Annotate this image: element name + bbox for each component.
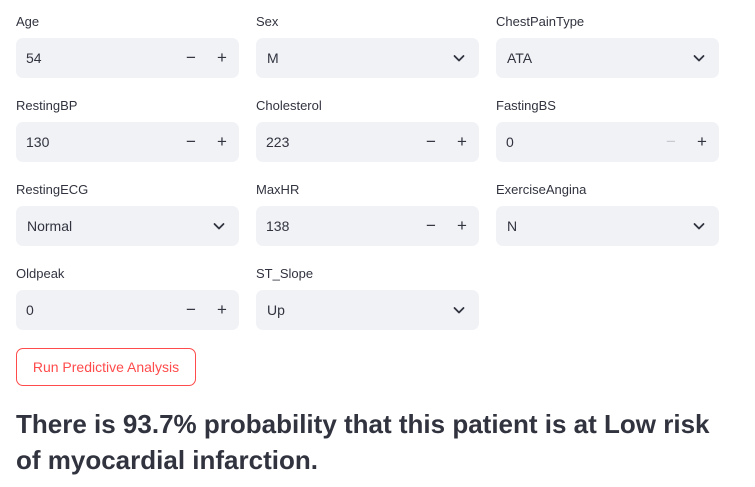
cholesterol-input[interactable]: 223 − + — [256, 122, 479, 162]
exercise-angina-field: ExerciseAngina N — [496, 168, 719, 252]
run-predictive-analysis-button[interactable]: Run Predictive Analysis — [16, 348, 196, 386]
form-row-4: Oldpeak 0 − + ST_Slope Up — [16, 252, 720, 336]
sex-field: Sex M — [256, 0, 479, 84]
resting-ecg-field: RestingECG Normal — [16, 168, 239, 252]
form-row-2: RestingBP 130 − + Cholesterol 223 − + Fa… — [16, 84, 720, 168]
resting-ecg-label: RestingECG — [16, 182, 89, 197]
chevron-down-icon[interactable] — [453, 304, 465, 316]
max-hr-input[interactable]: 138 − + — [256, 206, 479, 246]
form-row-1: Age 54 − + Sex M ChestPainType ATA — [16, 0, 720, 84]
age-value[interactable]: 54 — [26, 50, 42, 66]
chest-pain-type-value: ATA — [507, 50, 533, 66]
cholesterol-increment-button[interactable]: + — [457, 132, 467, 151]
oldpeak-field: Oldpeak 0 − + — [16, 252, 239, 336]
prediction-result-text: There is 93.7% probability that this pat… — [16, 409, 710, 475]
max-hr-decrement-button[interactable]: − — [426, 216, 436, 235]
age-input[interactable]: 54 − + — [16, 38, 239, 78]
sex-value: M — [267, 50, 279, 66]
cholesterol-value[interactable]: 223 — [266, 134, 290, 150]
resting-bp-label: RestingBP — [16, 98, 78, 113]
resting-bp-decrement-button[interactable]: − — [186, 132, 196, 151]
chevron-down-icon[interactable] — [453, 52, 465, 64]
fasting-bs-increment-button[interactable]: + — [697, 132, 707, 151]
cholesterol-decrement-button[interactable]: − — [426, 132, 436, 151]
resting-bp-increment-button[interactable]: + — [217, 132, 227, 151]
exercise-angina-value: N — [507, 218, 518, 234]
exercise-angina-label: ExerciseAngina — [496, 182, 587, 197]
chest-pain-type-field: ChestPainType ATA — [496, 0, 719, 84]
form-row-3: RestingECG Normal MaxHR 138 − + Exercise… — [16, 168, 720, 252]
oldpeak-decrement-button[interactable]: − — [186, 300, 196, 319]
chevron-down-icon[interactable] — [693, 52, 705, 64]
cholesterol-label: Cholesterol — [256, 98, 322, 113]
exercise-angina-select[interactable]: N — [496, 206, 719, 246]
input-grid: Age 54 − + Sex M ChestPainType ATA — [16, 0, 720, 336]
resting-bp-field: RestingBP 130 − + — [16, 84, 239, 168]
chevron-down-icon[interactable] — [693, 220, 705, 232]
fasting-bs-field: FastingBS 0 − + — [496, 84, 719, 168]
max-hr-value[interactable]: 138 — [266, 218, 290, 234]
st-slope-field: ST_Slope Up — [256, 252, 479, 336]
max-hr-label: MaxHR — [256, 182, 300, 197]
sex-label: Sex — [256, 14, 279, 29]
fasting-bs-decrement-button[interactable]: − — [666, 132, 676, 151]
st-slope-value: Up — [267, 302, 285, 318]
resting-bp-input[interactable]: 130 − + — [16, 122, 239, 162]
max-hr-increment-button[interactable]: + — [457, 216, 467, 235]
st-slope-select[interactable]: Up — [256, 290, 479, 330]
cholesterol-field: Cholesterol 223 − + — [256, 84, 479, 168]
fasting-bs-label: FastingBS — [496, 98, 556, 113]
sex-select[interactable]: M — [256, 38, 479, 78]
age-decrement-button[interactable]: − — [186, 48, 196, 67]
chevron-down-icon[interactable] — [213, 220, 225, 232]
resting-bp-value[interactable]: 130 — [26, 134, 50, 150]
resting-ecg-value: Normal — [27, 218, 73, 234]
st-slope-label: ST_Slope — [256, 266, 314, 281]
oldpeak-increment-button[interactable]: + — [217, 300, 227, 319]
chest-pain-type-select[interactable]: ATA — [496, 38, 719, 78]
resting-ecg-select[interactable]: Normal — [16, 206, 239, 246]
age-label: Age — [16, 14, 40, 29]
oldpeak-value[interactable]: 0 — [26, 302, 34, 318]
age-field: Age 54 − + — [16, 0, 239, 84]
age-increment-button[interactable]: + — [217, 48, 227, 67]
max-hr-field: MaxHR 138 − + — [256, 168, 479, 252]
fasting-bs-input[interactable]: 0 − + — [496, 122, 719, 162]
oldpeak-label: Oldpeak — [16, 266, 65, 281]
fasting-bs-value[interactable]: 0 — [506, 134, 514, 150]
oldpeak-input[interactable]: 0 − + — [16, 290, 239, 330]
chest-pain-type-label: ChestPainType — [496, 14, 585, 29]
